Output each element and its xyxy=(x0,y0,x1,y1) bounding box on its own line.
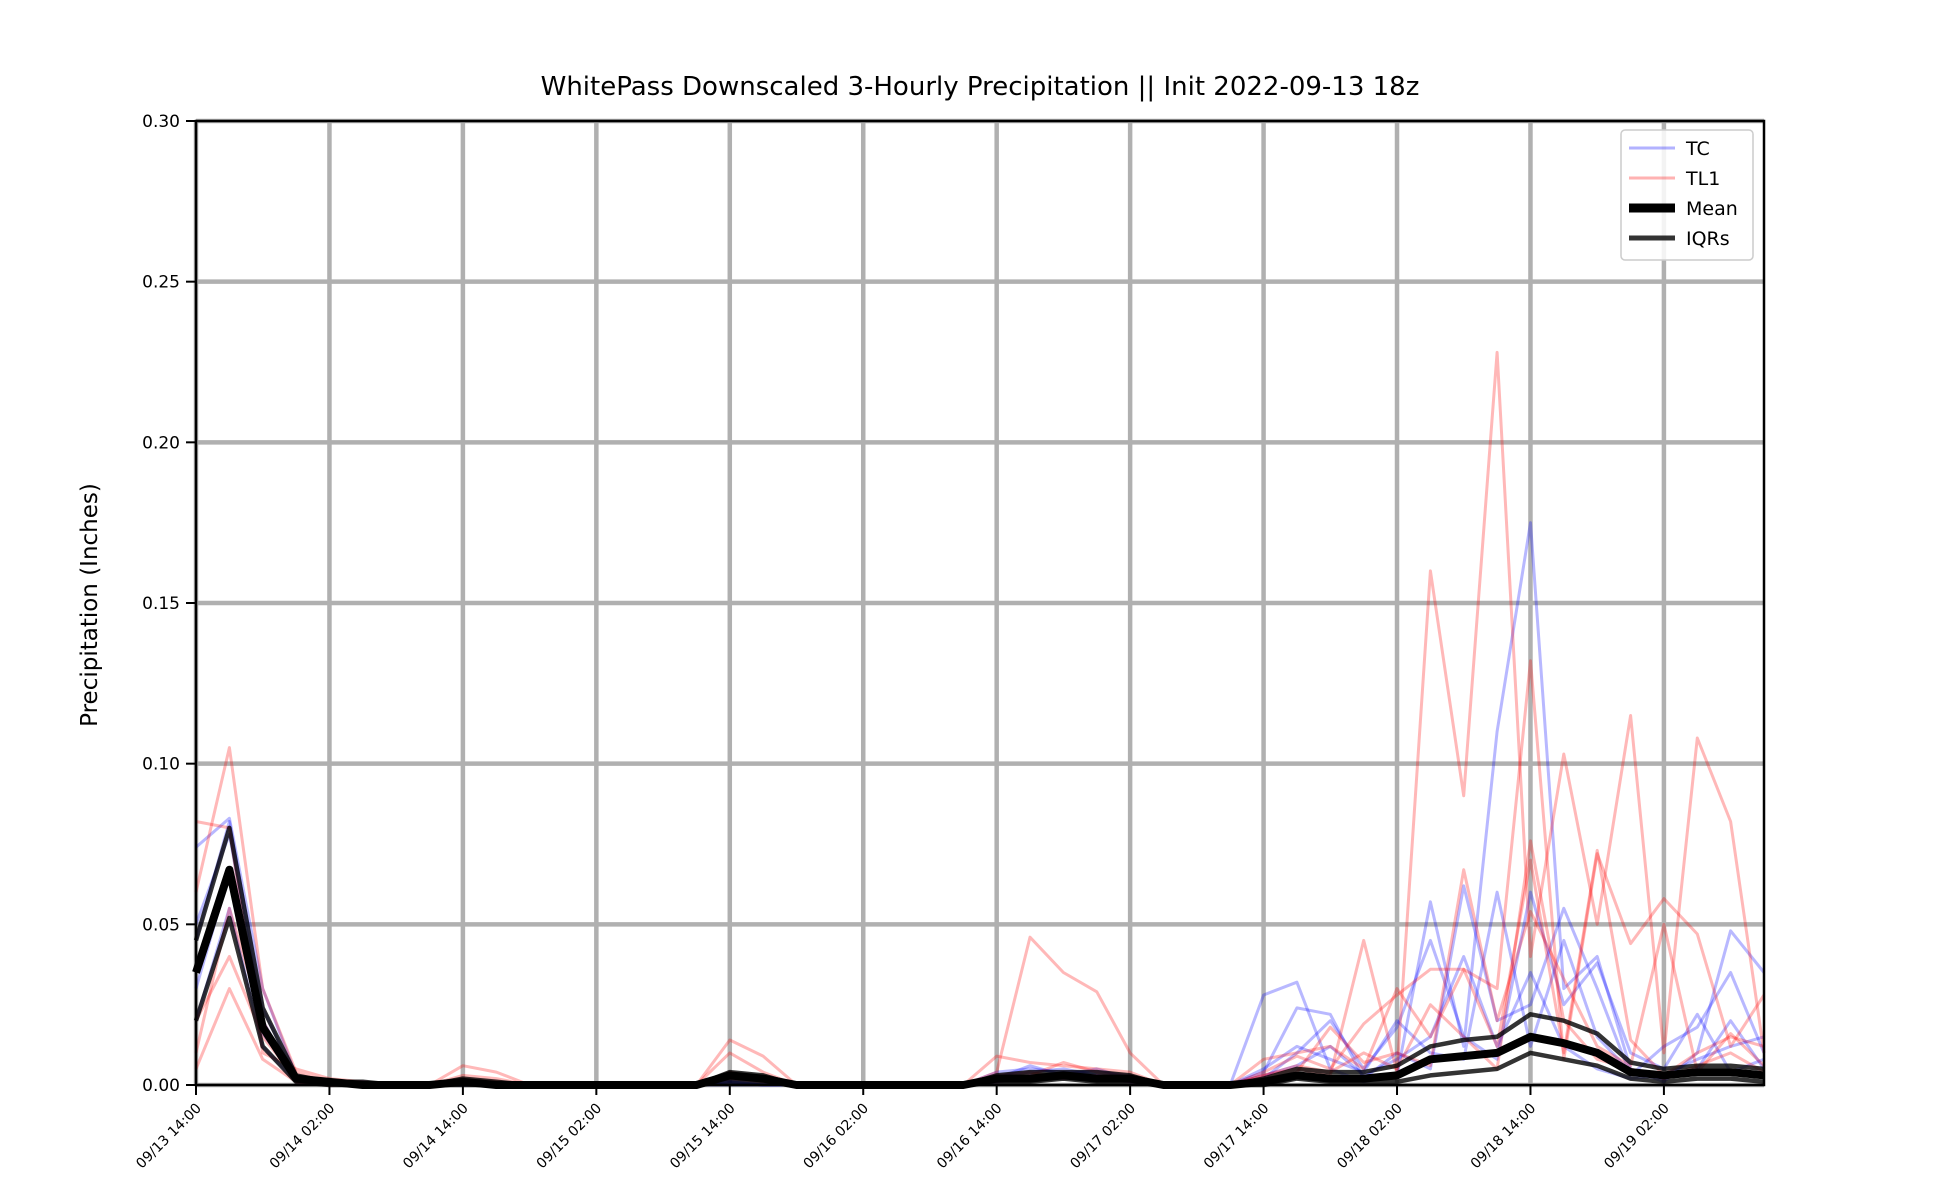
legend-label-iqrs: IQRs xyxy=(1686,228,1730,250)
x-tick-label: 09/17 02:00 xyxy=(1067,1101,1139,1173)
chart-title: WhitePass Downscaled 3-Hourly Precipitat… xyxy=(541,72,1420,102)
x-tick-label: 09/17 14:00 xyxy=(1201,1101,1273,1173)
axis-layer: 0.00 0.05 0.10 0.15 0.20 0.25 0.30 09/13 14:00 0… xyxy=(133,112,1766,1173)
x-tick-label: 09/19 02:00 xyxy=(1601,1101,1673,1173)
grid-layer xyxy=(193,118,1764,1088)
legend: TC TL1 Mean IQRs xyxy=(1620,129,1754,261)
y-tick-label: 0.15 xyxy=(142,594,180,614)
legend-label-tc: TC xyxy=(1685,138,1710,160)
x-tick-label: 09/14 02:00 xyxy=(267,1101,339,1173)
x-tick-label: 09/18 14:00 xyxy=(1468,1101,1540,1173)
legend-label-mean: Mean xyxy=(1686,198,1738,220)
x-tick-label: 09/18 02:00 xyxy=(1334,1101,1406,1173)
y-tick-label: 0.30 xyxy=(142,112,180,132)
x-tick-label: 09/14 14:00 xyxy=(400,1101,472,1173)
y-axis-label: Precipitation (Inches) xyxy=(77,483,103,727)
y-tick-label: 0.10 xyxy=(142,755,180,775)
x-tick-label: 09/15 14:00 xyxy=(667,1101,739,1173)
legend-box xyxy=(1620,129,1754,261)
x-tick-label: 09/16 02:00 xyxy=(801,1101,873,1173)
y-tick-label: 0.05 xyxy=(142,915,180,935)
y-tick-label: 0.20 xyxy=(142,433,180,453)
y-tick-label: 0.00 xyxy=(142,1076,180,1096)
y-tick-label: 0.25 xyxy=(142,273,180,293)
x-tick-label: 09/15 02:00 xyxy=(534,1101,606,1173)
x-tick-label: 09/16 14:00 xyxy=(934,1101,1006,1173)
x-tick-label: 09/13 14:00 xyxy=(133,1101,205,1173)
plot-frame xyxy=(194,119,1766,1087)
series-line-mean-10 xyxy=(192,865,1765,1089)
series-line-tl1-5 xyxy=(195,350,1766,1087)
legend-label-tl1: TL1 xyxy=(1685,168,1720,190)
